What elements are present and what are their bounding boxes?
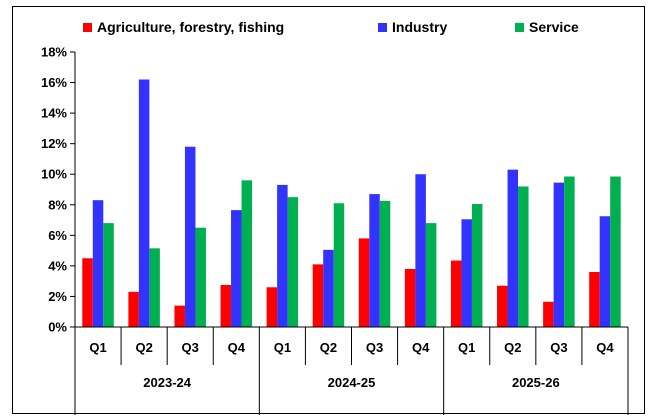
bar — [92, 200, 104, 327]
y-tick-label: 2% — [48, 289, 67, 304]
bar — [149, 248, 160, 327]
bar — [369, 194, 380, 327]
bar — [553, 182, 565, 327]
x-tick-label: Q3 — [366, 340, 383, 355]
bar — [231, 210, 242, 327]
bar — [599, 216, 611, 327]
bar — [138, 79, 150, 327]
y-tick-label: 0% — [48, 320, 67, 335]
legend-label: Agriculture, forestry, fishing — [97, 19, 284, 35]
legend-swatch — [83, 23, 92, 32]
x-tick-label: Q4 — [596, 340, 614, 355]
group-label: 2024-25 — [328, 375, 376, 390]
x-tick-label: Q1 — [89, 340, 106, 355]
bar — [518, 186, 529, 327]
bar — [103, 223, 114, 327]
y-tick-label: 10% — [41, 167, 67, 182]
bar — [174, 305, 185, 327]
bar — [589, 272, 600, 327]
bar — [471, 204, 483, 327]
x-tick-label: Q1 — [274, 340, 291, 355]
y-tick-label: 4% — [48, 258, 67, 273]
bar — [415, 174, 426, 327]
bar — [461, 219, 472, 327]
bar — [241, 180, 253, 327]
x-tick-label: Q3 — [182, 340, 199, 355]
legend-label: Service — [529, 19, 579, 35]
x-tick-label: Q2 — [135, 340, 152, 355]
bar — [379, 200, 391, 327]
y-tick-label: 8% — [48, 197, 67, 212]
y-tick-label: 12% — [41, 136, 67, 151]
bar — [82, 258, 93, 327]
bar — [312, 264, 324, 327]
bar — [497, 285, 508, 327]
x-tick-label: Q4 — [412, 340, 430, 355]
bar — [184, 146, 196, 327]
bar — [564, 176, 575, 327]
bar — [425, 223, 437, 327]
group-label: 2023-24 — [143, 375, 191, 390]
bar — [543, 301, 554, 327]
x-tick-label: Q4 — [228, 340, 246, 355]
legend-swatch — [515, 23, 524, 32]
bar — [220, 284, 232, 327]
bar — [507, 169, 519, 327]
legend-swatch — [378, 23, 387, 32]
group-label: 2025-26 — [512, 375, 560, 390]
x-tick-label: Q2 — [504, 340, 521, 355]
bar — [450, 260, 462, 327]
y-tick-label: 6% — [48, 228, 67, 243]
legend-label: Industry — [392, 19, 447, 35]
y-tick-label: 18% — [41, 45, 67, 60]
bar — [333, 203, 345, 327]
x-tick-label: Q3 — [550, 340, 567, 355]
bar — [287, 197, 299, 327]
bar — [358, 238, 370, 327]
y-tick-label: 14% — [41, 106, 67, 121]
y-tick-label: 16% — [41, 75, 67, 90]
bar — [128, 291, 139, 327]
bar-chart: 0% 2% 4% 6% 8% 10% 12% 14% 16% 18% Q1 Q2 Q3 Q4 Q1 Q2 Q3 Q… — [41, 19, 629, 415]
bar — [323, 249, 334, 327]
bar — [404, 268, 416, 327]
bar — [266, 287, 278, 327]
bar — [195, 227, 206, 327]
x-tick-label: Q1 — [458, 340, 475, 355]
bar — [277, 184, 288, 327]
chart-frame: 0% 2% 4% 6% 8% 10% 12% 14% 16% 18% Q1 Q2 Q3 Q4 Q1 Q2 Q3 Q… — [12, 6, 645, 415]
bar — [610, 176, 621, 327]
x-tick-label: Q2 — [320, 340, 337, 355]
